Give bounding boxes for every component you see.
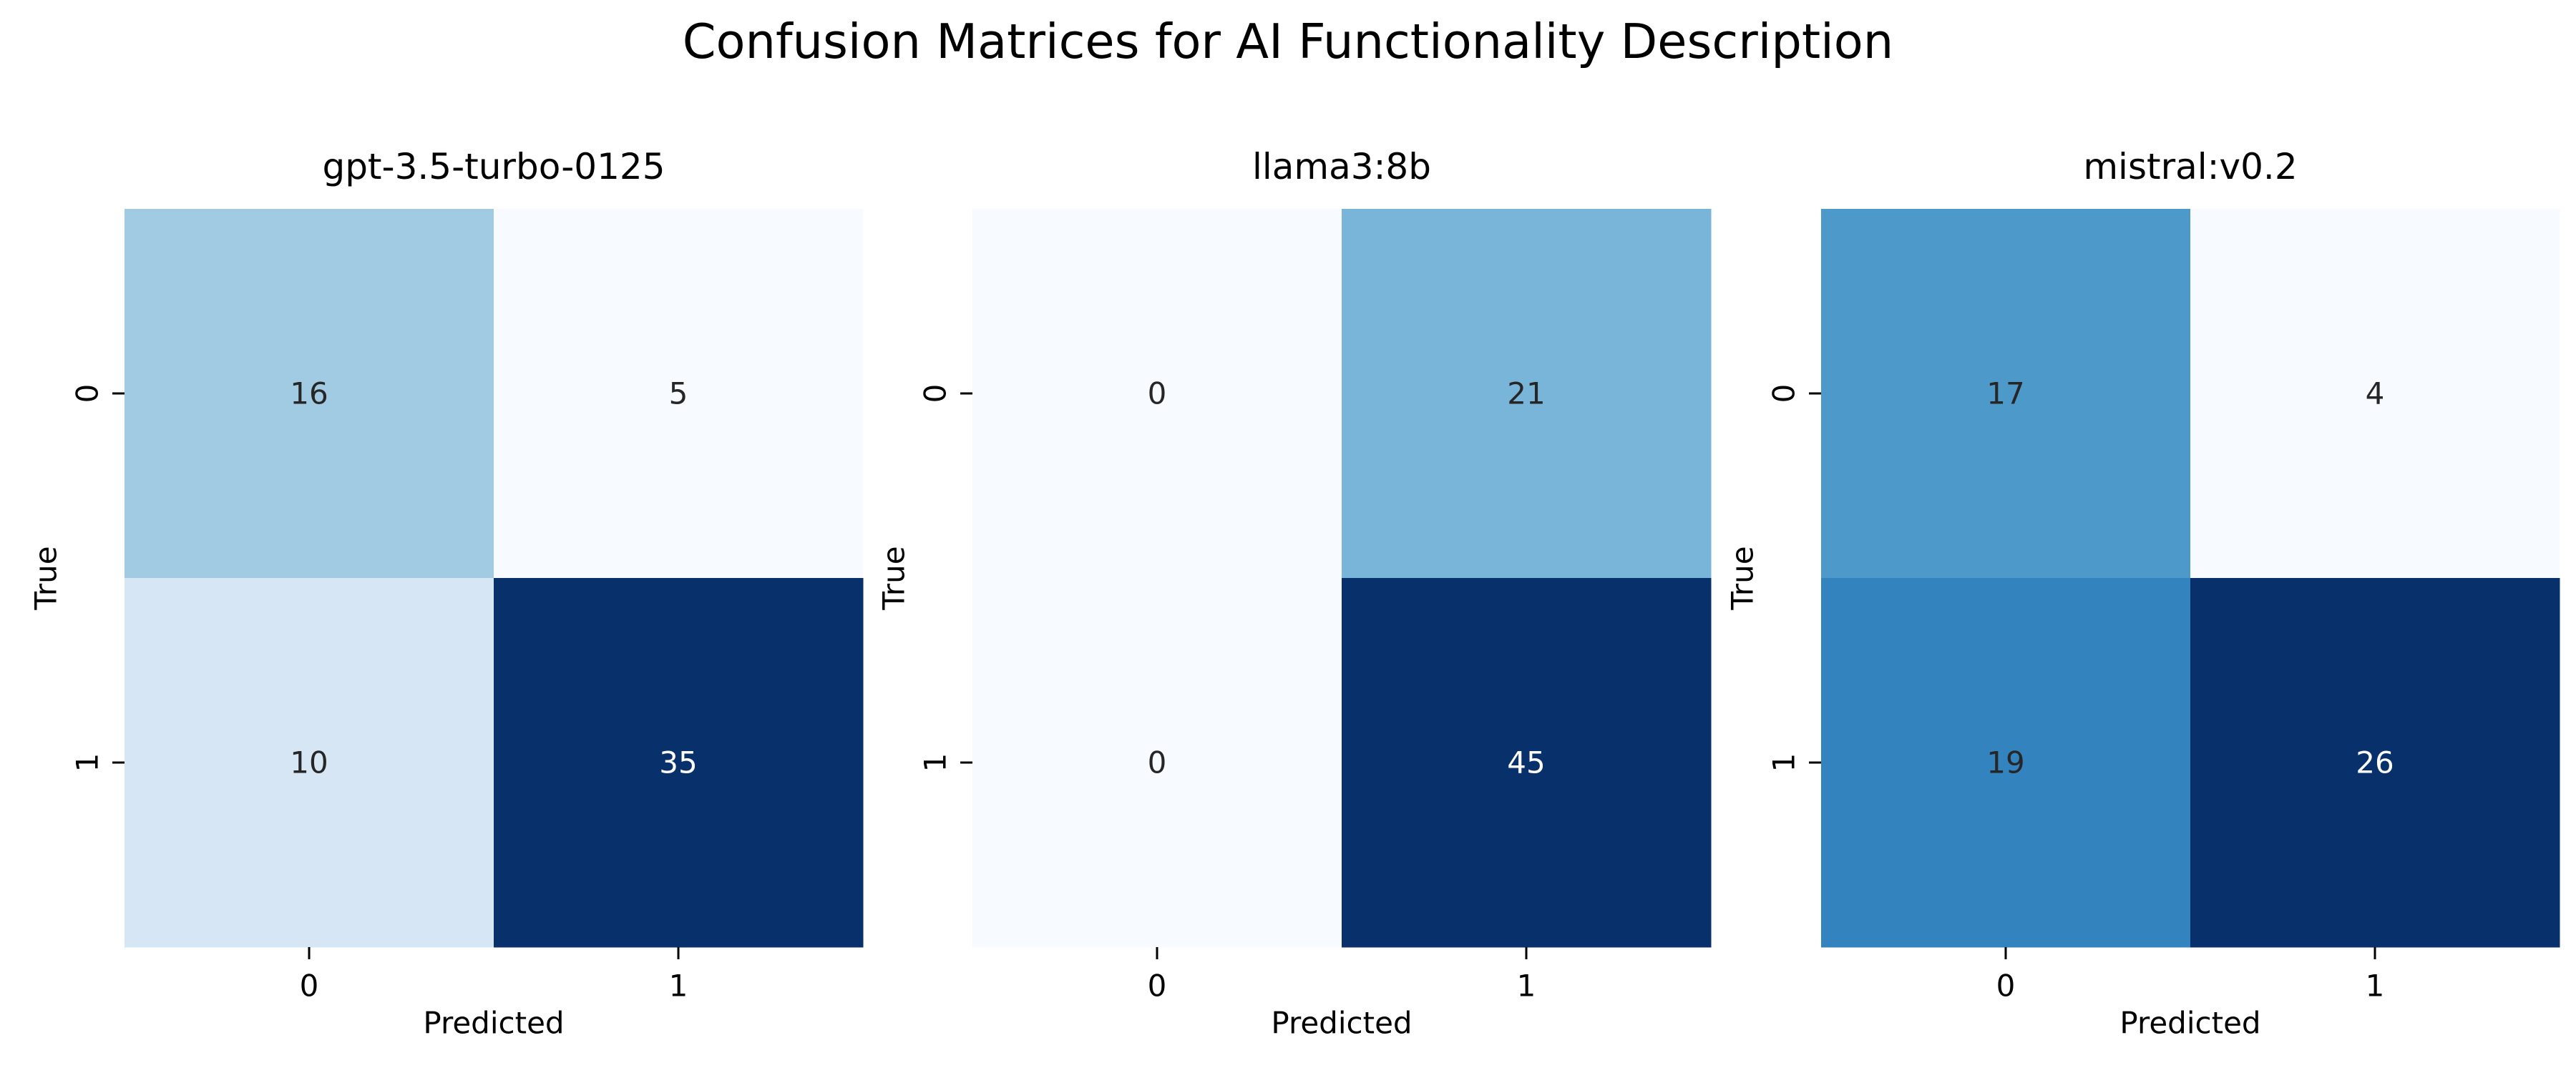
heatmap-panel-2: llama3:8b 0 21 0 45 0 1 0 1 Predicted True [877, 146, 1712, 1041]
x-tick-label-1: 1 [2366, 969, 2385, 1004]
cell-value-r1-c0: 10 [290, 745, 328, 780]
cell-value-r0-c1: 4 [2366, 376, 2385, 411]
heatmap-cell-r0-c1 [494, 209, 864, 579]
y-axis-label: True [1725, 546, 1760, 610]
heatmap-cell-r1-c0 [1821, 578, 2191, 948]
heatmap-cell-r0-c0 [125, 209, 494, 579]
x-tick-label-1: 1 [669, 969, 688, 1004]
x-axis-label: Predicted [1271, 1006, 1412, 1041]
heatmap-cell-r0-c1 [1342, 209, 1712, 579]
cell-value-r1-c0: 0 [1148, 745, 1167, 780]
cell-value-r0-c1: 21 [1507, 376, 1545, 411]
panel-title: gpt-3.5-turbo-0125 [322, 146, 665, 187]
heatmap-cell-r1-c1 [494, 578, 864, 948]
heatmap-cell-r0-c0 [972, 209, 1342, 579]
heatmap-cell-r0-c1 [2190, 209, 2560, 579]
heatmap-cell-r0-c0 [1821, 209, 2191, 579]
y-tick-label-0: 0 [1767, 384, 1802, 403]
cell-value-r0-c0: 17 [1986, 376, 2024, 411]
x-tick-label-1: 1 [1517, 969, 1536, 1004]
heatmap-cell-r1-c0 [972, 578, 1342, 948]
x-tick-label-0: 0 [1996, 969, 2016, 1004]
heatmap-cell-r1-c0 [125, 578, 494, 948]
heatmap-cell-r1-c1 [2190, 578, 2560, 948]
x-tick-label-0: 0 [1148, 969, 1167, 1004]
y-axis-label: True [29, 546, 64, 610]
cell-value-r1-c1: 35 [659, 745, 697, 780]
panel-title: llama3:8b [1252, 146, 1431, 187]
y-axis-label: True [877, 546, 912, 610]
cell-value-r1-c0: 19 [1986, 745, 2024, 780]
x-axis-label: Predicted [423, 1006, 564, 1041]
figure-title: Confusion Matrices for AI Functionality … [683, 14, 1894, 69]
heatmap-panel-3: mistral:v0.2 17 4 19 26 0 1 0 1 Predicted True [1725, 146, 2560, 1041]
x-axis-label: Predicted [2119, 1006, 2260, 1041]
cell-value-r0-c0: 0 [1148, 376, 1167, 411]
panel-title: mistral:v0.2 [2083, 146, 2297, 187]
y-tick-label-1: 1 [1767, 753, 1802, 773]
cell-value-r1-c1: 26 [2356, 745, 2394, 780]
x-tick-label-0: 0 [300, 969, 319, 1004]
cell-value-r0-c1: 5 [669, 376, 688, 411]
y-tick-label-1: 1 [70, 753, 105, 773]
y-tick-label-0: 0 [918, 384, 953, 403]
y-tick-label-0: 0 [70, 384, 105, 403]
heatmap-cell-r1-c1 [1342, 578, 1712, 948]
cell-value-r0-c0: 16 [290, 376, 328, 411]
y-tick-label-1: 1 [918, 753, 953, 773]
cell-value-r1-c1: 45 [1507, 745, 1545, 780]
